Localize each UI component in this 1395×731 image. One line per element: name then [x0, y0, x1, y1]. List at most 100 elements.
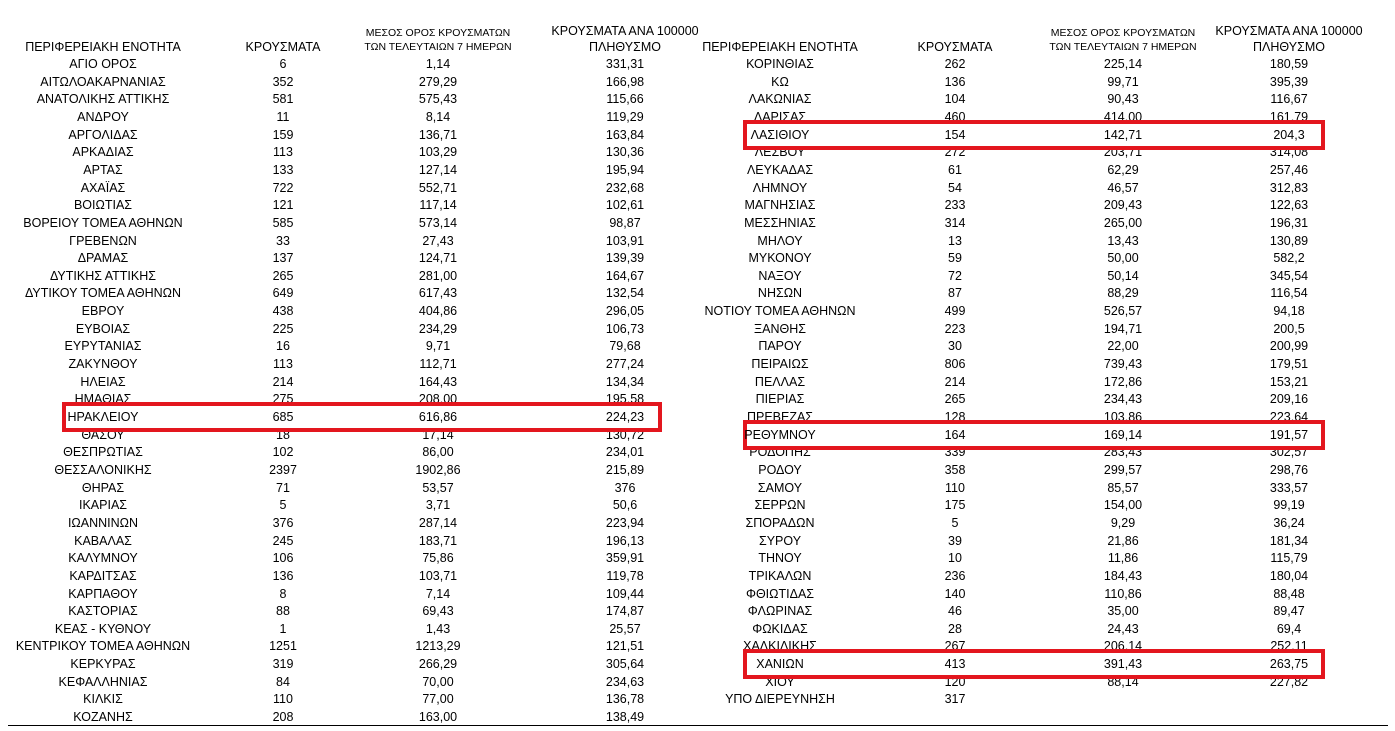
- cell-value: 121,51: [605, 639, 645, 654]
- cell-value: 127,14: [418, 162, 458, 177]
- cell-value: 582,2: [1273, 250, 1305, 265]
- column-header: ΚΡΟΥΣΜΑΤΑ ΑΝΑ 100000: [551, 23, 699, 38]
- region-name: ΡΕΘΥΜΝΟΥ: [744, 427, 816, 442]
- column-header: ΠΛΗΘΥΣΜΟ: [1253, 39, 1325, 54]
- cell-value: 139,39: [605, 250, 645, 265]
- bottom-rule: [8, 725, 1388, 726]
- cell-value: 245: [272, 533, 294, 548]
- cell-value: 585: [272, 215, 294, 230]
- region-name: ΣΠΟΡΑΔΩΝ: [745, 515, 815, 530]
- cell-value: 119,78: [606, 568, 644, 583]
- region-name: ΕΒΡΟΥ: [81, 303, 125, 318]
- cell-value: 1251: [269, 639, 297, 654]
- region-name: ΧΑΝΙΩΝ: [756, 656, 804, 671]
- cell-value: 99,71: [1107, 74, 1139, 89]
- cell-value: 25,57: [609, 621, 641, 636]
- cell-value: 438: [272, 303, 294, 318]
- cell-value: 13,43: [1107, 233, 1139, 248]
- cell-value: 1,43: [425, 621, 451, 636]
- column-header: ΚΡΟΥΣΜΑΤΑ: [917, 39, 993, 54]
- cell-value: 24,43: [1107, 621, 1139, 636]
- region-name: ΝΗΣΩΝ: [757, 286, 803, 301]
- cell-value: 132,54: [605, 286, 645, 301]
- cell-value: 179,51: [1269, 356, 1309, 371]
- column-header: ΚΡΟΥΣΜΑΤΑ ΑΝΑ 100000: [1215, 23, 1363, 38]
- region-name: ΣΕΡΡΩΝ: [754, 498, 806, 512]
- cell-value: 5: [951, 515, 959, 530]
- region-name: ΙΩΑΝΝΙΝΩΝ: [67, 515, 139, 530]
- cell-value: 174,87: [605, 603, 645, 618]
- column-header: ΤΩΝ ΤΕΛΕΥΤΑΙΩΝ 7 ΗΜΕΡΩΝ: [1049, 40, 1197, 53]
- region-name: ΜΗΛΟΥ: [757, 233, 803, 248]
- cell-value: 649: [272, 286, 294, 301]
- cell-value: 376: [614, 480, 636, 495]
- cell-value: 104: [944, 92, 966, 107]
- cell-value: 21,86: [1107, 533, 1139, 548]
- cell-value: 581: [272, 92, 294, 107]
- region-name: ΣΑΜΟΥ: [757, 480, 803, 495]
- cell-value: 196,31: [1269, 215, 1309, 230]
- cell-value: 50,14: [1107, 268, 1139, 283]
- region-name: ΦΘΙΩΤΙΔΑΣ: [745, 586, 815, 601]
- cell-value: 722: [272, 180, 294, 195]
- cell-value: 359,91: [605, 550, 645, 565]
- cell-value: 266,29: [418, 656, 458, 671]
- cell-value: 195,94: [605, 162, 645, 177]
- cell-value: 11,86: [1107, 550, 1139, 565]
- cell-value: 50,6: [612, 498, 638, 512]
- cell-value: 75,86: [422, 550, 454, 565]
- column-header: ΜΕΣΟΣ ΟΡΟΣ ΚΡΟΥΣΜΑΤΩΝ: [1050, 26, 1196, 39]
- region-name: ΘΕΣΠΡΩΤΙΑΣ: [63, 445, 143, 460]
- cell-value: 234,29: [418, 321, 458, 336]
- cell-value: 209,43: [1103, 197, 1143, 212]
- cell-value: 27,43: [422, 233, 454, 248]
- cell-value: 552,71: [418, 180, 458, 195]
- cell-value: 739,43: [1103, 356, 1143, 371]
- cell-value: 94,18: [1273, 303, 1305, 318]
- cell-value: 103,29: [418, 145, 458, 159]
- cell-value: 806: [944, 356, 966, 371]
- cell-value: 28: [948, 621, 962, 636]
- cell-value: 194,71: [1103, 321, 1143, 336]
- region-name: ΡΟΔΟΥ: [758, 462, 802, 477]
- cell-value: 59: [948, 250, 962, 265]
- cell-value: 395,39: [1269, 74, 1309, 89]
- cell-value: 298,76: [1269, 462, 1309, 477]
- region-name: ΛΗΜΝΟΥ: [752, 180, 808, 195]
- region-name: ΠΕΛΛΑΣ: [754, 374, 806, 389]
- cell-value: 113: [273, 356, 293, 371]
- cell-value: 163,00: [418, 709, 458, 724]
- cell-value: 236: [944, 568, 966, 583]
- cell-value: 85,57: [1107, 480, 1139, 495]
- cell-value: 345,54: [1269, 268, 1309, 283]
- cell-value: 209,16: [1269, 392, 1309, 407]
- cell-value: 110: [945, 480, 965, 495]
- cell-value: 164,43: [418, 374, 458, 389]
- cell-value: 36,24: [1273, 515, 1305, 530]
- region-name: ΚΑΡΠΑΘΟΥ: [68, 586, 138, 601]
- cell-value: 299,57: [1103, 462, 1143, 477]
- region-name: ΚΑΒΑΛΑΣ: [74, 533, 132, 548]
- region-name: ΔΥΤΙΚΟΥ ΤΟΜΕΑ ΑΘΗΝΩΝ: [24, 286, 182, 301]
- cell-value: 1: [279, 621, 287, 636]
- cell-value: 109,44: [605, 586, 645, 601]
- region-name: ΚΟΡΙΝΘΙΑΣ: [746, 56, 814, 71]
- region-name: ΠΙΕΡΙΑΣ: [755, 392, 805, 407]
- cell-value: 526,57: [1103, 303, 1143, 318]
- cell-value: 88,29: [1107, 286, 1139, 301]
- cell-value: 172,86: [1103, 374, 1143, 389]
- region-name: ΞΑΝΘΗΣ: [754, 321, 806, 336]
- cell-value: 204,3: [1273, 127, 1305, 142]
- cell-value: 102: [272, 445, 294, 460]
- cell-value: 159: [272, 127, 294, 142]
- highlight-box: [743, 419, 1325, 450]
- cell-value: 137: [272, 250, 294, 265]
- cell-value: 90,43: [1107, 92, 1139, 107]
- region-name: ΛΕΥΚΑΔΑΣ: [746, 162, 814, 177]
- cell-value: 8,14: [425, 109, 451, 124]
- cell-value: 153,21: [1269, 374, 1309, 389]
- region-name: ΑΝΔΡΟΥ: [77, 109, 129, 124]
- cell-value: 312,83: [1269, 180, 1309, 195]
- cell-value: 317: [944, 692, 966, 707]
- region-name: ΔΡΑΜΑΣ: [77, 250, 129, 265]
